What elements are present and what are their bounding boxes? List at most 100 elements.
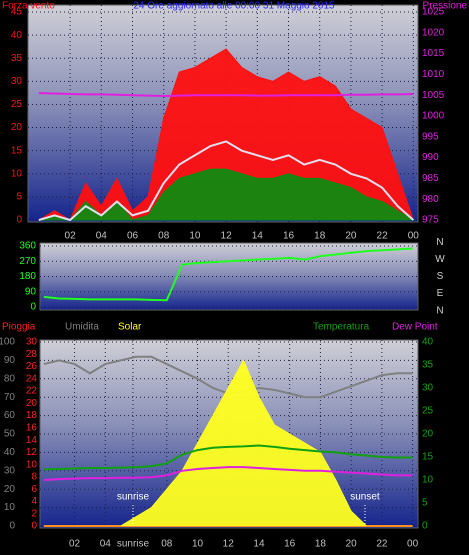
y2-tick-label: E xyxy=(437,288,444,299)
series-line xyxy=(38,140,414,222)
legend-label: Pioggia xyxy=(2,322,36,333)
x-tick-label: 08 xyxy=(158,231,170,242)
legend-label: Forza vento xyxy=(2,1,55,12)
y3-tick-label: 24 xyxy=(26,373,38,384)
annotation-label: sunrise xyxy=(117,492,150,503)
x-tick-label: 16 xyxy=(284,539,296,550)
legend-label: Umidita xyxy=(65,322,99,333)
y2-tick-label: S xyxy=(437,271,444,282)
y3-tick-label: 0 xyxy=(31,521,37,532)
y2-tick-label: 5 xyxy=(422,498,428,509)
x-tick-label: 22 xyxy=(376,539,388,550)
y-tick-label: 45 xyxy=(11,7,23,18)
y2-tick-label: 35 xyxy=(422,360,434,371)
y3-tick-label: 2 xyxy=(31,508,37,519)
x-tick-label: 02 xyxy=(69,539,81,550)
y-tick-label: 100 xyxy=(0,337,15,348)
y-tick-label: 0 xyxy=(30,302,36,313)
x-tick-label: 12 xyxy=(221,231,233,242)
x-tick-label: 14 xyxy=(253,539,265,550)
x-tick-label: 22 xyxy=(377,231,389,242)
y-tick-label: 30 xyxy=(11,76,23,87)
y-tick-label: 20 xyxy=(4,484,16,495)
y2-tick-label: 980 xyxy=(422,194,439,205)
y3-tick-label: 26 xyxy=(26,361,38,372)
x-tick-label: 04 xyxy=(100,539,112,550)
y3-tick-label: 8 xyxy=(31,472,37,483)
x-tick-label: 18 xyxy=(314,231,326,242)
y-tick-label: 25 xyxy=(11,99,23,110)
x-tick-label: 04 xyxy=(96,231,108,242)
y-tick-label: 30 xyxy=(4,465,16,476)
x-tick-label: 18 xyxy=(315,539,327,550)
x-tick-label: 02 xyxy=(65,231,77,242)
y-tick-label: 80 xyxy=(4,373,16,384)
y2-tick-label: 25 xyxy=(422,406,434,417)
x-tick-label: 20 xyxy=(345,231,357,242)
y2-tick-label: 10 xyxy=(422,475,434,486)
x-tick-label: 14 xyxy=(252,231,264,242)
series-line xyxy=(43,247,413,302)
series-area xyxy=(37,48,415,221)
y-tick-label: 5 xyxy=(16,192,22,203)
y2-tick-label: 1015 xyxy=(422,48,445,59)
y-tick-label: 50 xyxy=(4,429,16,440)
y3-tick-label: 16 xyxy=(26,423,38,434)
y2-tick-label: 1005 xyxy=(422,90,445,101)
legend-label: Temperatura xyxy=(313,322,370,333)
x-tick-label: 20 xyxy=(346,539,358,550)
y2-tick-label: 1000 xyxy=(422,111,445,122)
y2-tick-label: 1025 xyxy=(422,7,445,18)
chart-title: 24 Ore aggiornato alle 00:00 31 Maggio 2… xyxy=(133,1,335,12)
y3-tick-label: 10 xyxy=(26,459,38,470)
y-tick-label: 90 xyxy=(25,286,37,297)
y-tick-label: 20 xyxy=(11,122,23,133)
y3-tick-label: 4 xyxy=(31,496,37,507)
series-area xyxy=(43,359,413,527)
legend-label: Dew Point xyxy=(392,322,438,333)
y3-tick-label: 14 xyxy=(26,435,38,446)
x-tick-label: 10 xyxy=(192,539,204,550)
y-tick-label: 180 xyxy=(19,271,36,282)
legend-label: Pressione xyxy=(423,1,468,12)
y2-tick-label: 20 xyxy=(422,429,434,440)
y-tick-label: 40 xyxy=(4,447,16,458)
x-tick-label: 06 xyxy=(127,231,139,242)
y2-tick-label: 40 xyxy=(422,337,434,348)
y-tick-label: 0 xyxy=(9,521,15,532)
x-tick-label: 12 xyxy=(223,539,235,550)
y2-tick-label: 975 xyxy=(422,215,439,226)
y2-tick-label: 985 xyxy=(422,173,439,184)
legend-label: Solar xyxy=(118,322,142,333)
y-tick-label: 70 xyxy=(4,392,16,403)
y-tick-label: 360 xyxy=(19,241,36,252)
y-tick-label: 35 xyxy=(11,53,23,64)
y2-tick-label: N xyxy=(436,305,443,316)
y3-tick-label: 22 xyxy=(26,386,38,397)
y-tick-label: 10 xyxy=(4,502,16,513)
y2-tick-label: 30 xyxy=(422,383,434,394)
y2-tick-label: W xyxy=(435,254,445,265)
y2-tick-label: N xyxy=(436,237,443,248)
series-line xyxy=(43,444,413,471)
annotation-label: sunset xyxy=(350,492,380,503)
y2-tick-label: 15 xyxy=(422,452,434,463)
x-tick-label: 00 xyxy=(407,539,419,550)
y2-tick-label: 1010 xyxy=(422,69,445,80)
y-tick-label: 270 xyxy=(19,256,36,267)
y3-tick-label: 6 xyxy=(31,484,37,495)
y3-tick-label: 28 xyxy=(26,349,38,360)
y3-tick-label: 18 xyxy=(26,410,38,421)
y2-tick-label: 990 xyxy=(422,152,439,163)
y2-tick-label: 0 xyxy=(422,521,428,532)
y-tick-label: 90 xyxy=(4,355,16,366)
x-tick-label: sunrise xyxy=(117,539,150,550)
y-tick-label: 10 xyxy=(11,168,23,179)
y-tick-label: 15 xyxy=(11,145,23,156)
y2-tick-label: 995 xyxy=(422,131,439,142)
series-line xyxy=(43,466,413,481)
x-tick-label: 10 xyxy=(189,231,201,242)
y3-tick-label: 30 xyxy=(26,337,38,348)
